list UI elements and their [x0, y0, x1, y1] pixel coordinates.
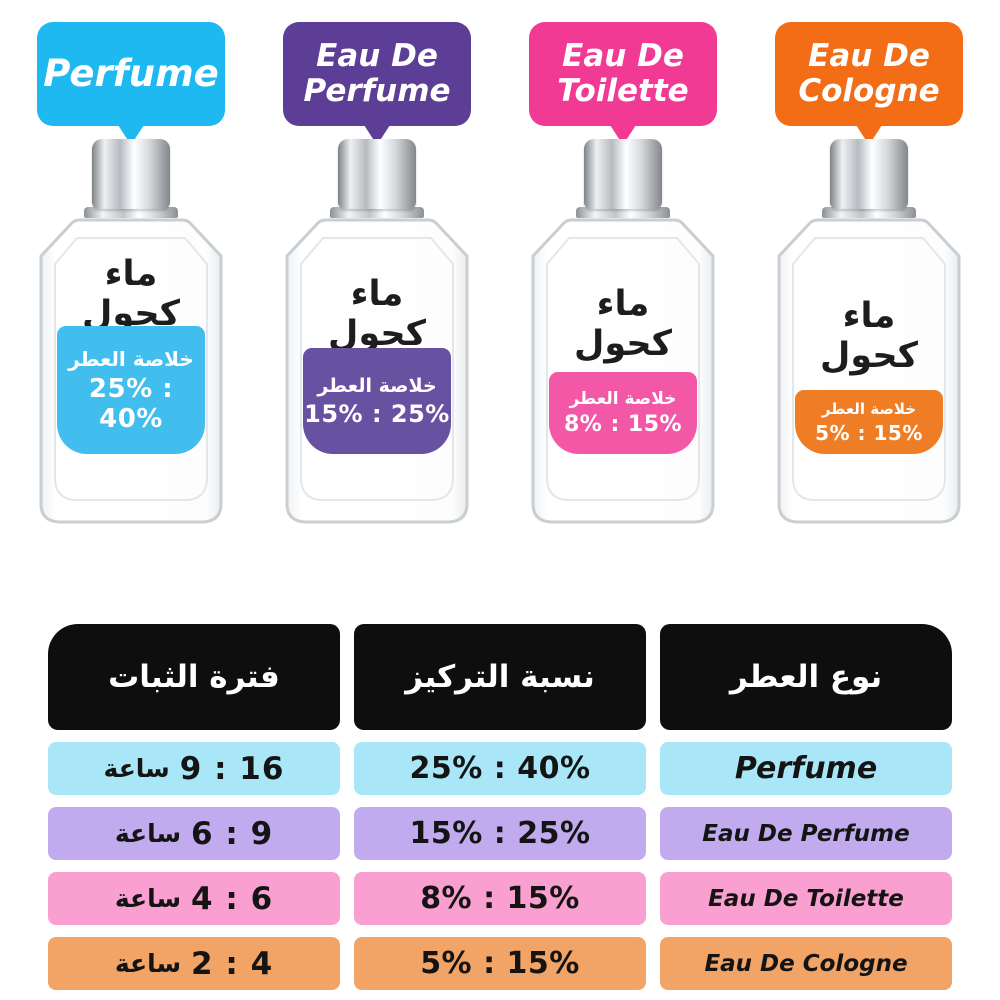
- bottle-collar: [576, 207, 670, 218]
- header-label: فترة الثبات: [108, 659, 280, 695]
- essence-label: خلاصة العطر: [68, 346, 194, 371]
- alcohol-label: ماء كحول: [820, 296, 918, 376]
- bottle-body: ماء كحول خلاصة العطر 5% : 15%: [769, 216, 969, 526]
- table-header-duration: فترة الثبات: [48, 624, 340, 730]
- bubble-label: Eau De Perfume: [303, 38, 451, 109]
- essence-label: خلاصة العطر: [821, 399, 917, 418]
- bottle-collar: [822, 207, 916, 218]
- bottle-body: ماء كحول خلاصة العطر 8% : 15%: [523, 216, 723, 526]
- speech-bubble-eau-de-cologne: Eau De Cologne: [775, 22, 963, 126]
- concentration-label: 8% : 15%: [563, 412, 683, 437]
- speech-bubble-eau-de-toilette: Eau De Toilette: [529, 22, 717, 126]
- type-value: Eau De Perfume: [702, 820, 910, 847]
- glass-bottle-shape: [531, 218, 715, 524]
- concentration-value: 15% : 25%: [409, 816, 591, 851]
- duration-unit: ساعة: [114, 819, 182, 848]
- cell-duration-perfume: ساعة 9 : 16: [48, 742, 340, 795]
- alcohol-label: ماء كحول: [574, 284, 672, 364]
- table-header-type: نوع العطر: [660, 624, 952, 730]
- header-label: نسبة التركيز: [405, 659, 595, 695]
- concentration-label: 15% : 25%: [304, 399, 450, 428]
- table-header-concentration: نسبة التركيز: [354, 624, 646, 730]
- duration-unit: ساعة: [103, 754, 170, 783]
- cell-type-eau-de-toilette: Eau De Toilette: [660, 872, 952, 925]
- concentration-value: 8% : 15%: [420, 881, 580, 916]
- bottle-cap: [92, 139, 170, 209]
- duration-value: 6 : 9: [191, 815, 274, 852]
- bottle-liquid: خلاصة العطر 5% : 15%: [795, 390, 943, 454]
- bottle-liquid: خلاصة العطر 8% : 15%: [549, 372, 697, 454]
- essence-label: خلاصة العطر: [569, 389, 677, 409]
- type-value: Eau De Toilette: [708, 885, 904, 912]
- cell-type-eau-de-perfume: Eau De Perfume: [660, 807, 952, 860]
- bottle-collar: [330, 207, 424, 218]
- comparison-table: فترة الثبات نسبة التركيز نوع العطر ساعة …: [48, 624, 952, 990]
- cell-type-eau-de-cologne: Eau De Cologne: [660, 937, 952, 990]
- type-value: Eau De Cologne: [704, 950, 908, 977]
- cell-concentration-eau-de-cologne: 5% : 15%: [354, 937, 646, 990]
- cell-concentration-perfume: 25% : 40%: [354, 742, 646, 795]
- duration-unit: ساعة: [114, 949, 182, 978]
- bottle-column-eau-de-perfume: Eau De Perfume ماء كحول خلاصة العطر 15% …: [254, 22, 500, 600]
- concentration-value: 25% : 40%: [409, 751, 591, 786]
- duration-value: 4 : 6: [191, 880, 274, 917]
- concentration-label: 5% : 15%: [815, 420, 923, 445]
- cell-duration-eau-de-cologne: ساعة 2 : 4: [48, 937, 340, 990]
- cell-duration-eau-de-perfume: ساعة 6 : 9: [48, 807, 340, 860]
- type-value: Perfume: [734, 751, 878, 786]
- bottle-column-eau-de-toilette: Eau De Toilette ماء كحول خلاصة العطر 8% …: [500, 22, 746, 600]
- bottle-cap: [830, 139, 908, 209]
- bubble-label: Perfume: [43, 52, 219, 96]
- speech-bubble-perfume: Perfume: [37, 22, 225, 126]
- bottles-section: Perfume ماء كحول خلا: [8, 22, 992, 600]
- bottle-body: ماء كحول خلاصة العطر 15% : 25%: [277, 216, 477, 526]
- cell-type-perfume: Perfume: [660, 742, 952, 795]
- bottle-column-eau-de-cologne: Eau De Cologne ماء كحول خلاصة العطر 5% :…: [746, 22, 992, 600]
- cell-concentration-eau-de-toilette: 8% : 15%: [354, 872, 646, 925]
- essence-label: خلاصة العطر: [317, 374, 437, 397]
- speech-bubble-eau-de-perfume: Eau De Perfume: [283, 22, 471, 126]
- bottle-liquid: خلاصة العطر 15% : 25%: [303, 348, 451, 454]
- bubble-label: Eau De Cologne: [798, 38, 940, 109]
- duration-unit: ساعة: [114, 884, 182, 913]
- bottle-collar: [84, 207, 178, 218]
- bottle-column-perfume: Perfume ماء كحول خلا: [8, 22, 254, 600]
- header-label: نوع العطر: [729, 659, 883, 695]
- concentration-value: 5% : 15%: [420, 946, 580, 981]
- bottle-cap: [338, 139, 416, 209]
- bubble-label: Eau De Toilette: [557, 38, 689, 109]
- bottle-body: ماء كحول خلاصة العطر 25% : 40%: [31, 216, 231, 526]
- alcohol-label: ماء كحول: [328, 274, 426, 354]
- duration-value: 9 : 16: [179, 750, 285, 787]
- cell-concentration-eau-de-perfume: 15% : 25%: [354, 807, 646, 860]
- duration-value: 2 : 4: [191, 945, 274, 982]
- bottle-cap: [584, 139, 662, 209]
- cell-duration-eau-de-toilette: ساعة 4 : 6: [48, 872, 340, 925]
- bottle-liquid: خلاصة العطر 25% : 40%: [57, 326, 205, 454]
- concentration-label: 25% : 40%: [88, 373, 174, 434]
- alcohol-label: ماء كحول: [82, 254, 180, 334]
